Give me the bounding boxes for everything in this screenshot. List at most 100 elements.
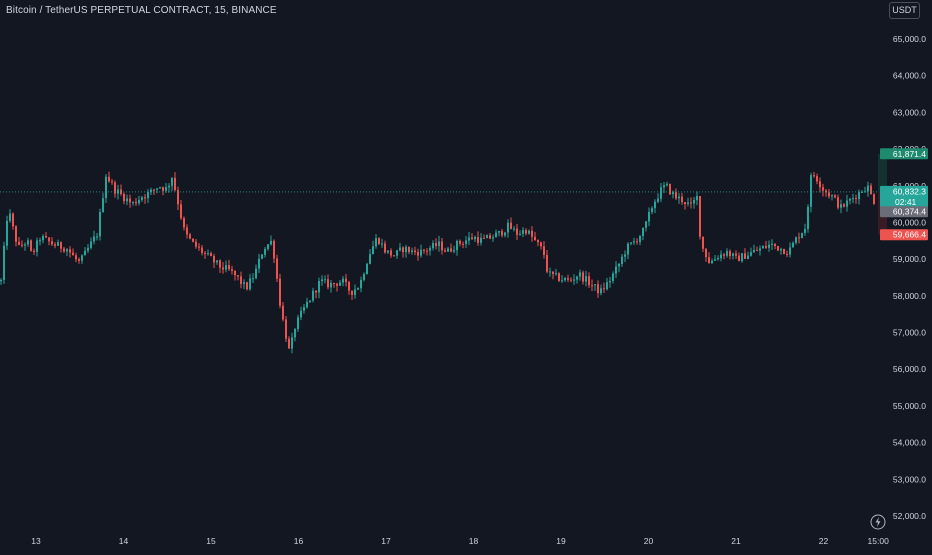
candle-body bbox=[279, 278, 281, 306]
candle-body bbox=[702, 236, 704, 249]
candle-body bbox=[405, 246, 407, 253]
candle-body bbox=[444, 250, 446, 252]
candle-body bbox=[309, 300, 311, 302]
candle-body bbox=[498, 231, 500, 233]
candle-body bbox=[351, 290, 353, 295]
time-axis[interactable]: 13 14 15 16 17 18 19 20 21 22 15:00 bbox=[31, 536, 889, 546]
price-tick-label: 55,000.0 bbox=[893, 401, 926, 411]
candle-body bbox=[459, 240, 461, 244]
candle-body bbox=[276, 258, 278, 279]
candle-body bbox=[132, 202, 134, 204]
candle-body bbox=[642, 227, 644, 237]
candle-body bbox=[168, 185, 170, 188]
time-tick-label: 14 bbox=[119, 536, 129, 546]
candle-body bbox=[225, 265, 227, 270]
candle-body bbox=[699, 196, 701, 237]
candle-body bbox=[318, 281, 320, 293]
candle-body bbox=[453, 250, 455, 252]
candle-body bbox=[867, 185, 869, 192]
candle-body bbox=[360, 279, 362, 289]
candle-body bbox=[801, 233, 803, 239]
candle-body bbox=[813, 175, 815, 177]
candle-body bbox=[213, 256, 215, 263]
candle-body bbox=[840, 204, 842, 208]
time-tick-label: 15 bbox=[206, 536, 216, 546]
candle-body bbox=[327, 279, 329, 288]
candle-body bbox=[561, 280, 563, 282]
candle-body bbox=[504, 232, 506, 236]
candle-body bbox=[177, 190, 179, 205]
candle-body bbox=[582, 272, 584, 282]
candle-body bbox=[513, 228, 515, 230]
lightning-bolt-icon[interactable] bbox=[870, 514, 886, 530]
candle-body bbox=[99, 212, 101, 237]
chart-title: Bitcoin / TetherUS PERPETUAL CONTRACT, 1… bbox=[6, 5, 277, 16]
price-axis[interactable]: 65,000.064,000.063,000.062,000.061,000.0… bbox=[893, 34, 926, 521]
candle-body bbox=[306, 301, 308, 308]
time-tick-label: 15:00 bbox=[868, 536, 890, 546]
candle-body bbox=[87, 247, 89, 251]
candle-body bbox=[645, 221, 647, 228]
time-tick-label: 18 bbox=[469, 536, 479, 546]
candle-body bbox=[540, 242, 542, 247]
candle-body bbox=[765, 245, 767, 248]
candle-body bbox=[90, 241, 92, 248]
candle-body bbox=[690, 202, 692, 204]
candle-body bbox=[687, 202, 689, 204]
candle-body bbox=[174, 177, 176, 191]
candle-body bbox=[408, 246, 410, 253]
candle-body bbox=[741, 253, 743, 262]
candle-body bbox=[114, 182, 116, 194]
candle-body bbox=[393, 255, 395, 257]
time-tick-label: 19 bbox=[556, 536, 566, 546]
candle-body bbox=[435, 243, 437, 247]
price-tick-label: 64,000.0 bbox=[893, 71, 926, 81]
candle-body bbox=[585, 276, 587, 282]
candle-body bbox=[402, 247, 404, 253]
candle-body bbox=[624, 254, 626, 257]
price-tick-label: 57,000.0 bbox=[893, 328, 926, 338]
candle-body bbox=[198, 246, 200, 248]
candle-body bbox=[312, 290, 314, 301]
candle-body bbox=[84, 250, 86, 256]
low-price-label: 59,666.4 bbox=[893, 230, 926, 240]
candle-body bbox=[270, 240, 272, 245]
candle-body bbox=[267, 244, 269, 249]
candle-body bbox=[534, 236, 536, 241]
candle-body bbox=[729, 251, 731, 256]
candle-body bbox=[159, 187, 161, 189]
candle-body bbox=[330, 282, 332, 288]
candle-body bbox=[162, 187, 164, 191]
price-tick-label: 56,000.0 bbox=[893, 364, 926, 374]
candle-body bbox=[672, 192, 674, 195]
candle-body bbox=[627, 243, 629, 255]
candle-body bbox=[333, 282, 335, 284]
candle-body bbox=[789, 247, 791, 255]
candle-body bbox=[477, 236, 479, 243]
candle-body bbox=[252, 278, 254, 280]
candle-body bbox=[696, 196, 698, 201]
candle-body bbox=[6, 220, 8, 246]
candle-body bbox=[693, 200, 695, 204]
price-tick-label: 54,000.0 bbox=[893, 438, 926, 448]
candle-body bbox=[432, 243, 434, 249]
candle-body bbox=[156, 188, 158, 190]
candle-body bbox=[285, 319, 287, 339]
candle-body bbox=[255, 268, 257, 279]
candle-body bbox=[753, 250, 755, 253]
candle-body bbox=[171, 177, 173, 186]
candle-body bbox=[81, 255, 83, 261]
candle-body bbox=[837, 197, 839, 208]
candle-body bbox=[489, 235, 491, 239]
candle-body bbox=[636, 241, 638, 243]
candle-body bbox=[810, 175, 812, 207]
candle-body bbox=[441, 241, 443, 251]
candle-body bbox=[450, 248, 452, 252]
currency-button[interactable]: USDT bbox=[889, 2, 920, 19]
candle-body bbox=[525, 229, 527, 234]
candle-body bbox=[858, 192, 860, 200]
candle-body bbox=[639, 236, 641, 243]
candle-body bbox=[495, 232, 497, 238]
